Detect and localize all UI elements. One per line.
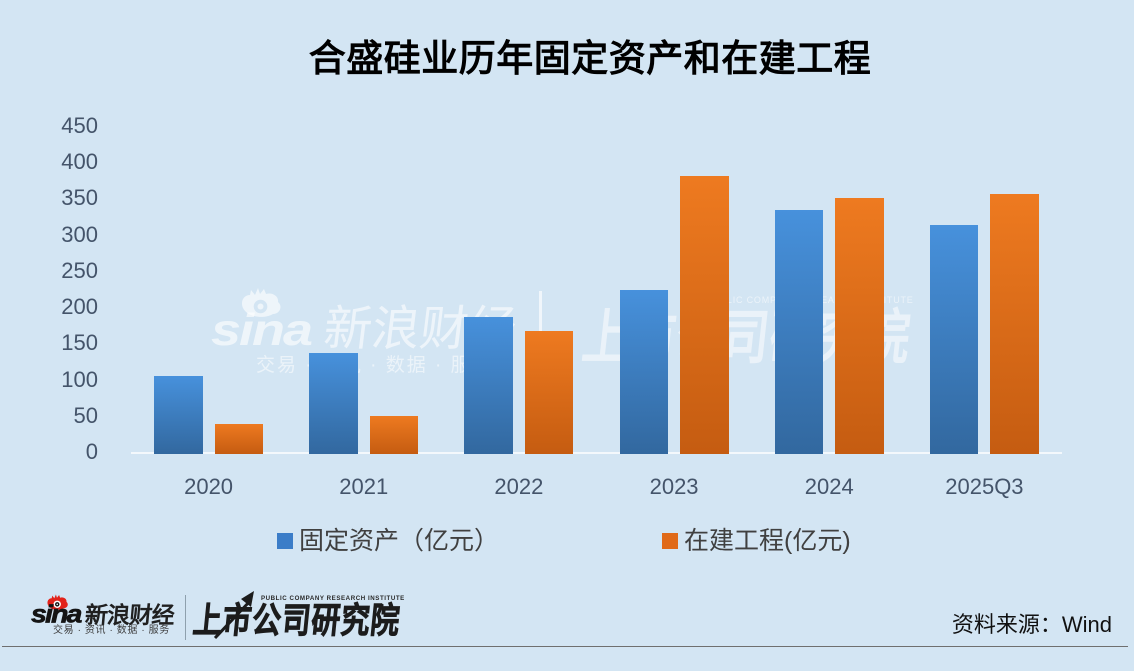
sina-eye-watermark-icon: [241, 288, 281, 317]
sina-logo-eye-icon: [47, 594, 68, 610]
watermark-separator: [539, 291, 542, 350]
y-tick-label: 50: [73, 402, 98, 428]
x-tick-label: 2024: [804, 474, 854, 499]
legend-label-construction: 在建工程(亿元): [684, 527, 851, 555]
sina-watermark-wordmark: sina: [211, 305, 313, 355]
pcri-logo-en: PUBLIC COMPANY RESEARCH INSTITUTE: [261, 594, 405, 602]
chart-title: 合盛硅业历年固定资产和在建工程: [308, 38, 872, 79]
bar-construction-2022: [524, 331, 574, 454]
bar-construction-2020: [214, 423, 264, 454]
bar-fixed-assets-2020: [154, 376, 203, 454]
x-tick-label: 2025Q3: [945, 474, 1024, 499]
bar-fixed-assets-2023: [619, 290, 669, 454]
sina-logo-wordmark: sina: [31, 601, 83, 629]
bar-fixed-assets-2022: [464, 316, 513, 454]
bar-construction-2024: [835, 197, 884, 454]
y-tick-label: 200: [61, 294, 98, 320]
sina-watermark-slogan: 交易 · 资讯 · 数据 · 服务: [256, 355, 493, 376]
x-tick-label: 2022: [494, 474, 544, 499]
bottom-rule: [2, 646, 1128, 647]
bar-construction-2025Q3: [990, 193, 1039, 454]
bar-construction-2021: [369, 415, 419, 454]
y-tick-label: 0: [85, 439, 98, 465]
y-tick-label: 400: [61, 148, 98, 174]
legend-item-fixed-assets: 固定资产（亿元）: [277, 527, 500, 555]
bar-fixed-assets-2024: [774, 209, 824, 454]
legend-swatch-construction: [662, 533, 678, 549]
bar-construction-2023: [680, 176, 729, 454]
x-tick-label: 2021: [339, 474, 389, 499]
x-tick-label: 2020: [184, 474, 234, 499]
legend-item-construction: 在建工程(亿元): [662, 527, 851, 555]
y-tick-label: 300: [61, 221, 98, 247]
pcri-logo-arrow-icon: [213, 591, 254, 640]
bar-fixed-assets-2025Q3: [929, 225, 979, 454]
x-axis-line: [131, 452, 1062, 454]
footer-divider: [185, 595, 187, 640]
legend-label-fixed-assets: 固定资产（亿元）: [299, 527, 500, 555]
sina-slogan: 交易 · 资讯 · 数据 · 服务: [53, 625, 170, 636]
legend-swatch-fixed-assets: [277, 533, 293, 549]
x-tick-label: 2023: [649, 474, 699, 499]
y-tick-label: 450: [61, 112, 98, 138]
y-tick-label: 350: [61, 185, 98, 211]
y-tick-label: 100: [61, 366, 98, 392]
y-tick-label: 250: [61, 257, 98, 283]
source-note: 资料来源：Wind: [951, 612, 1112, 637]
y-tick-label: 150: [61, 330, 98, 356]
sina-finance-logo-cn: 新浪财经: [83, 602, 175, 628]
bar-fixed-assets-2021: [309, 352, 358, 454]
